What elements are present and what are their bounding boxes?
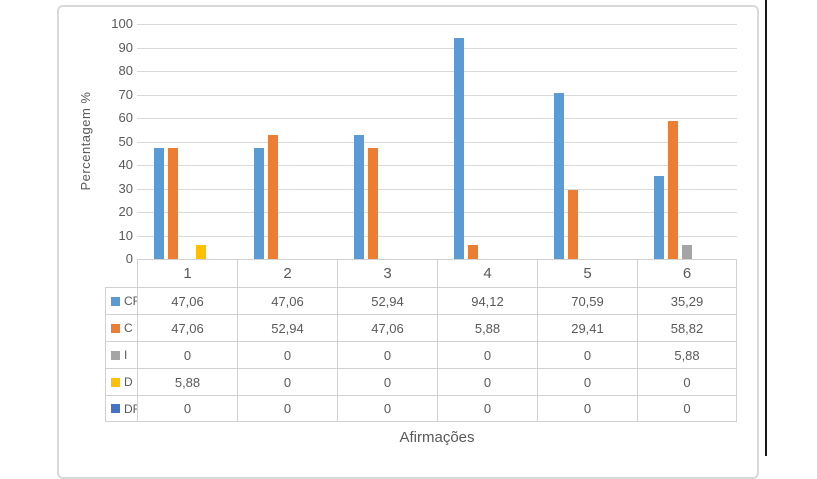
value-cell: 52,94 bbox=[237, 314, 337, 341]
category-header: 3 bbox=[337, 259, 437, 287]
gridline bbox=[137, 47, 737, 49]
value-cell: 58,82 bbox=[637, 314, 737, 341]
legend-cell-d: D bbox=[105, 368, 137, 395]
legend-swatch-c bbox=[111, 323, 120, 333]
y-tick-label: 10 bbox=[118, 227, 133, 243]
bar-group-4 bbox=[437, 37, 537, 259]
bar-c-cat1 bbox=[168, 148, 178, 259]
bar-cf-cat6 bbox=[654, 176, 664, 259]
gridline bbox=[137, 141, 737, 143]
value-cell: 0 bbox=[237, 368, 337, 395]
value-cell: 47,06 bbox=[137, 314, 237, 341]
value-cell: 5,88 bbox=[137, 368, 237, 395]
bar-c-cat3 bbox=[368, 148, 378, 259]
gridline bbox=[137, 188, 737, 190]
gridline bbox=[137, 118, 737, 119]
chart-data-table: 1 2 3 4 5 6 CF 47,06 47,06 52,94 94,12 70,59 35,29 C 4… bbox=[105, 259, 737, 422]
value-cell: 5,88 bbox=[437, 314, 537, 341]
y-axis-title: Percentagem % bbox=[78, 91, 93, 191]
value-cell: 0 bbox=[637, 395, 737, 422]
category-header: 6 bbox=[637, 259, 737, 287]
y-tick-label: 20 bbox=[118, 204, 133, 219]
value-cell: 0 bbox=[437, 368, 537, 395]
legend-label: DF bbox=[124, 401, 140, 416]
legend-cell-c: C bbox=[105, 314, 137, 341]
value-cell: 52,94 bbox=[337, 287, 437, 314]
value-cell: 47,06 bbox=[137, 287, 237, 314]
legend-label: C bbox=[124, 321, 133, 335]
bar-c-cat2 bbox=[268, 134, 278, 259]
y-tick-label: 100 bbox=[111, 16, 133, 31]
category-header: 2 bbox=[237, 259, 337, 287]
category-header: 1 bbox=[137, 259, 237, 287]
value-cell: 0 bbox=[337, 368, 437, 395]
value-cell: 47,06 bbox=[237, 287, 337, 314]
bar-c-cat4 bbox=[468, 245, 478, 259]
gridline bbox=[137, 165, 737, 166]
gridline bbox=[137, 71, 737, 72]
gridline bbox=[137, 212, 737, 213]
bar-group-1 bbox=[137, 148, 237, 259]
bar-group-2 bbox=[237, 134, 337, 259]
document-page: { "chart_data": { "type": "bar", "title"… bbox=[57, 0, 767, 479]
bar-cf-cat4 bbox=[454, 37, 464, 259]
y-tick-label: 50 bbox=[118, 133, 133, 149]
bar-cf-cat1 bbox=[154, 148, 164, 259]
gridline bbox=[137, 24, 737, 25]
legend-label: D bbox=[124, 375, 133, 389]
y-tick-label: 80 bbox=[118, 63, 133, 78]
table-corner-spacer bbox=[105, 259, 137, 287]
value-cell: 0 bbox=[437, 341, 537, 368]
value-cell: 0 bbox=[237, 341, 337, 368]
bar-group-3 bbox=[337, 134, 437, 259]
legend-swatch-i bbox=[111, 350, 120, 360]
value-cell: 0 bbox=[637, 368, 737, 395]
y-tick-label: 90 bbox=[118, 39, 133, 55]
value-cell: 0 bbox=[537, 368, 637, 395]
value-cell: 70,59 bbox=[537, 287, 637, 314]
x-axis-title: Afirmações bbox=[399, 429, 475, 446]
value-cell: 0 bbox=[537, 341, 637, 368]
bar-c-cat5 bbox=[568, 189, 578, 259]
bar-c-cat6 bbox=[668, 120, 678, 259]
gridline bbox=[137, 235, 737, 237]
document-table-border-line bbox=[765, 0, 767, 456]
bar-group-5 bbox=[537, 93, 637, 259]
value-cell: 0 bbox=[137, 341, 237, 368]
value-cell: 94,12 bbox=[437, 287, 537, 314]
bar-cf-cat5 bbox=[554, 93, 564, 259]
value-cell: 47,06 bbox=[337, 314, 437, 341]
y-tick-label: 60 bbox=[118, 110, 133, 125]
legend-label: CF bbox=[124, 294, 140, 308]
value-cell: 0 bbox=[337, 395, 437, 422]
category-header: 4 bbox=[437, 259, 537, 287]
bar-d-cat1 bbox=[196, 245, 206, 259]
legend-label: I bbox=[124, 348, 128, 362]
y-tick-label: 70 bbox=[118, 86, 133, 102]
bar-cf-cat2 bbox=[254, 148, 264, 259]
legend-cell-i: I bbox=[105, 341, 137, 368]
gridline bbox=[137, 94, 737, 96]
y-tick-label: 30 bbox=[118, 180, 133, 196]
bar-i-cat6 bbox=[682, 245, 692, 259]
value-cell: 29,41 bbox=[537, 314, 637, 341]
legend-swatch-d bbox=[111, 377, 120, 387]
category-header: 5 bbox=[537, 259, 637, 287]
value-cell: 0 bbox=[537, 395, 637, 422]
legend-cell-cf: CF bbox=[105, 287, 140, 314]
bar-group-6 bbox=[637, 120, 737, 259]
value-cell: 35,29 bbox=[637, 287, 737, 314]
legend-swatch-cf bbox=[111, 296, 120, 306]
value-cell: 5,88 bbox=[637, 341, 737, 368]
value-cell: 0 bbox=[437, 395, 537, 422]
y-tick-label: 0 bbox=[125, 251, 133, 266]
bar-cf-cat3 bbox=[354, 134, 364, 259]
legend-cell-df: DF bbox=[105, 395, 140, 422]
y-tick-label: 40 bbox=[118, 157, 133, 172]
value-cell: 0 bbox=[237, 395, 337, 422]
value-cell: 0 bbox=[137, 395, 237, 422]
legend-swatch-df bbox=[111, 404, 120, 413]
value-cell: 0 bbox=[337, 341, 437, 368]
